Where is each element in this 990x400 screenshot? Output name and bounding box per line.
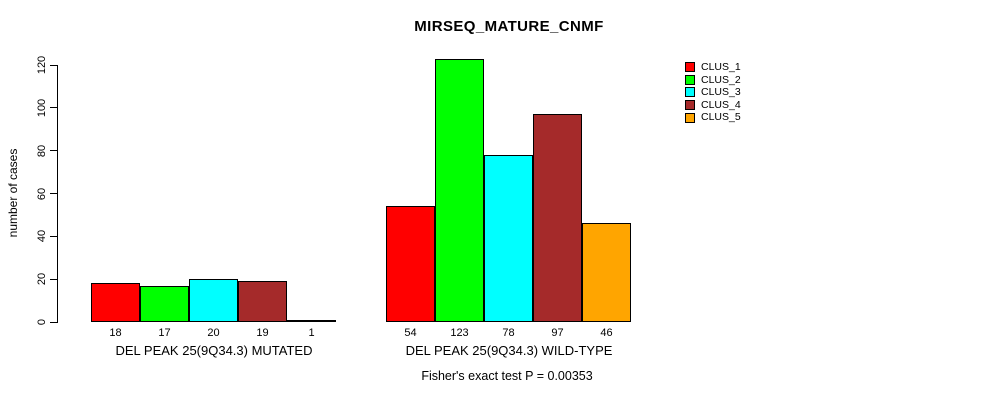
y-axis-tick-0 <box>50 321 57 323</box>
y-axis-tick-label-20: 20 <box>36 273 48 286</box>
bar-clus_3-mutated <box>189 279 238 322</box>
legend-label-clus_4: CLUS_4 <box>701 98 741 111</box>
y-axis-tick-40 <box>50 235 57 237</box>
bar-value-clus_3-mutated: 20 <box>207 327 220 339</box>
bar-value-clus_4-wild-type: 97 <box>551 327 564 339</box>
bar-clus_2-mutated <box>140 285 189 322</box>
legend-label-clus_3: CLUS_3 <box>701 86 741 99</box>
legend-swatch-clus_5 <box>685 112 695 123</box>
y-axis-tick-label-80: 80 <box>36 144 48 157</box>
y-axis-tick-60 <box>50 193 57 194</box>
legend-label-clus_1: CLUS_1 <box>701 61 741 74</box>
y-axis-tick-120 <box>50 64 57 66</box>
bar-value-clus_5-wild-type: 46 <box>600 327 613 339</box>
bar-value-clus_3-wild-type: 78 <box>502 327 515 339</box>
legend-row-clus_5: CLUS_5 <box>685 111 741 124</box>
y-axis-tick-80 <box>50 150 57 152</box>
legend-swatch-clus_2 <box>685 74 695 85</box>
legend-swatch-clus_4 <box>685 100 695 111</box>
legend-swatch-clus_3 <box>685 87 695 98</box>
chart-title: MIRSEQ_MATURE_CNMF <box>414 18 604 35</box>
group-label-wild-type: DEL PEAK 25(9Q34.3) WILD-TYPE <box>405 343 613 358</box>
bar-value-clus_1-mutated: 18 <box>109 327 122 339</box>
y-axis-tick-label-40: 40 <box>36 230 48 243</box>
bar-clus_4-mutated <box>238 281 287 322</box>
legend: CLUS_1 CLUS_2 CLUS_3 CLUS_4 CLUS_5 <box>685 61 741 124</box>
bar-value-clus_1-wild-type: 54 <box>404 327 417 339</box>
bar-clus_5-wild-type <box>582 223 631 322</box>
y-axis-tick-label-100: 100 <box>36 98 48 118</box>
bar-value-clus_2-wild-type: 123 <box>450 327 469 339</box>
bar-clus_4-wild-type <box>533 114 582 322</box>
legend-row-clus_4: CLUS_4 <box>685 99 741 112</box>
y-axis-label: number of cases <box>6 148 20 238</box>
bar-value-clus_5-mutated: 1 <box>308 327 315 339</box>
legend-row-clus_1: CLUS_1 <box>685 61 741 74</box>
bar-value-clus_2-mutated: 17 <box>158 327 171 339</box>
legend-label-clus_2: CLUS_2 <box>701 73 741 86</box>
y-axis-line <box>57 65 58 323</box>
bar-clus_1-wild-type <box>386 206 435 322</box>
legend-label-clus_5: CLUS_5 <box>701 111 741 124</box>
y-axis-tick-label-120: 120 <box>36 55 48 75</box>
bar-clus_3-wild-type <box>484 154 533 322</box>
y-axis-tick-label-0: 0 <box>36 318 48 326</box>
legend-row-clus_3: CLUS_3 <box>685 86 741 99</box>
y-axis-tick-label-60: 60 <box>36 187 48 200</box>
legend-row-clus_2: CLUS_2 <box>685 74 741 87</box>
bar-clus_5-mutated <box>287 319 336 322</box>
group-label-mutated: DEL PEAK 25(9Q34.3) MUTATED <box>115 343 313 358</box>
y-axis-tick-100 <box>50 107 57 109</box>
bar-clus_2-wild-type <box>435 58 484 322</box>
y-axis-tick-20 <box>50 278 57 280</box>
bar-clus_1-mutated <box>91 283 140 322</box>
legend-swatch-clus_1 <box>685 62 695 73</box>
fisher-test-annotation: Fisher's exact test P = 0.00353 <box>421 369 593 383</box>
bar-value-clus_4-mutated: 19 <box>256 327 269 339</box>
